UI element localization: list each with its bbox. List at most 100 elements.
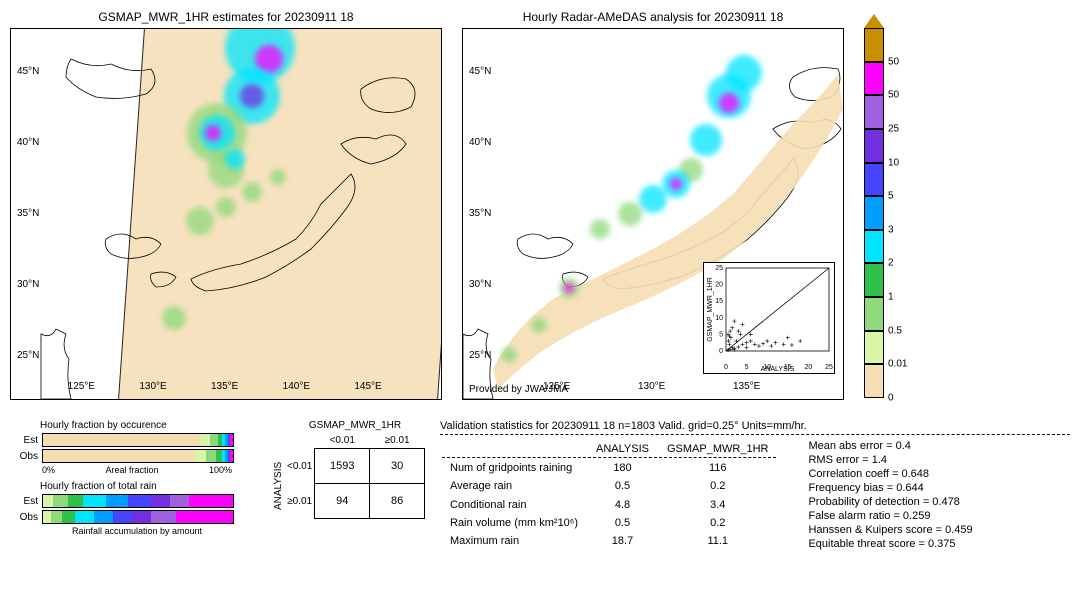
- colorbar-segment: [864, 196, 884, 230]
- val-row-label: Maximum rain: [442, 533, 586, 549]
- y-tick: 40°N: [469, 137, 491, 148]
- totalrain-axis: Rainfall accumulation by amount: [42, 526, 232, 536]
- colorbar-tick: 3: [888, 224, 894, 235]
- colorbar-tick: 0: [888, 393, 894, 404]
- fraction-segment: [230, 434, 233, 446]
- svg-text:0: 0: [724, 364, 728, 371]
- ct-cell: 94: [315, 484, 370, 519]
- svg-text:5: 5: [719, 331, 723, 338]
- precip-spot: [242, 182, 262, 202]
- totalrain-title: Hourly fraction of total rain: [40, 481, 240, 492]
- fraction-segment: [43, 434, 201, 446]
- scatter-inset: 00551010151520202525ANALYSISGSMAP_MWR_1H…: [703, 262, 835, 374]
- val-cell: 0.5: [588, 478, 657, 494]
- precip-spot: [216, 197, 236, 217]
- colorbar-segment: [864, 95, 884, 129]
- fraction-segment: [176, 511, 233, 523]
- svg-text:15: 15: [715, 298, 723, 305]
- validation-panel: Validation statistics for 20230911 18 n=…: [440, 420, 1070, 551]
- top-row: GSMAP_MWR_1HR estimates for 20230911 18 …: [10, 10, 1070, 410]
- precip-spot: [162, 306, 186, 330]
- fraction-segment: [195, 450, 206, 462]
- ct-col-header: GSMAP_MWR_1HR: [285, 420, 425, 431]
- val-cell: 11.1: [659, 533, 776, 549]
- stat-line: Frequency bias = 0.644: [808, 481, 972, 495]
- precip-spot: [501, 347, 517, 363]
- val-row-label: Conditional rain: [442, 496, 586, 512]
- precip-spot: [270, 169, 286, 185]
- colorbar-segment: [864, 62, 884, 96]
- val-cell: 180: [588, 460, 657, 476]
- stat-line: Equitable threat score = 0.375: [808, 537, 972, 551]
- colorbar-tick: 5: [888, 191, 894, 202]
- colorbar-tick: 0.01: [888, 359, 907, 370]
- colorbar-tick: 0.5: [888, 325, 902, 336]
- stat-line: Probability of detection = 0.478: [808, 495, 972, 509]
- x-tick: 135°E: [211, 381, 238, 392]
- y-tick: 30°N: [17, 279, 39, 290]
- svg-text:GSMAP_MWR_1HR: GSMAP_MWR_1HR: [707, 277, 714, 342]
- map-panel-left: GSMAP_MWR_1HR estimates for 20230911 18 …: [10, 10, 442, 410]
- bar-label-obs: Obs: [10, 451, 42, 462]
- colorbar-segment: [864, 364, 884, 398]
- fraction-segment: [128, 495, 151, 507]
- precip-spot: [618, 202, 642, 226]
- y-tick: 45°N: [17, 66, 39, 77]
- ct-row-header: ANALYSIS: [273, 462, 284, 510]
- val-cell: 0.5: [588, 515, 657, 531]
- val-row-label: Rain volume (mm km²10⁶): [442, 515, 586, 531]
- y-tick: 45°N: [469, 66, 491, 77]
- val-cell: 0.2: [659, 515, 776, 531]
- ct-cell: 30: [370, 449, 425, 484]
- fraction-segment: [43, 450, 195, 462]
- bar-label-est: Est: [10, 435, 42, 446]
- precip-spot: [225, 149, 245, 169]
- fraction-segment: [106, 495, 129, 507]
- fraction-segment: [68, 495, 83, 507]
- precip-spot: [240, 84, 264, 108]
- x-tick: 135°E: [733, 381, 760, 392]
- fraction-segment: [151, 511, 176, 523]
- precip-spot: [690, 124, 722, 156]
- y-tick: 25°N: [469, 350, 491, 361]
- precip-spot: [719, 93, 739, 113]
- stat-line: RMS error = 1.4: [808, 453, 972, 467]
- fraction-segment: [83, 495, 106, 507]
- val-cell: 3.4: [659, 496, 776, 512]
- map-title-left: GSMAP_MWR_1HR estimates for 20230911 18: [10, 10, 442, 24]
- fraction-segment: [62, 511, 75, 523]
- colorbar-segment: [864, 230, 884, 264]
- svg-text:0: 0: [719, 348, 723, 355]
- colorbar-tick: 1: [888, 292, 894, 303]
- validation-table: ANALYSISGSMAP_MWR_1HR Num of gridpoints …: [440, 439, 778, 551]
- colorbar-segment: [864, 331, 884, 365]
- val-row-label: Average rain: [442, 478, 586, 494]
- occurrence-bar-est: [42, 433, 234, 447]
- x-tick: 140°E: [283, 381, 310, 392]
- y-tick: 35°N: [469, 208, 491, 219]
- precip-spot: [590, 219, 610, 239]
- fraction-segment: [53, 495, 68, 507]
- fraction-segment: [132, 511, 151, 523]
- validation-title: Validation statistics for 20230911 18 n=…: [440, 420, 1070, 435]
- val-cell: 4.8: [588, 496, 657, 512]
- precip-spot: [205, 125, 221, 141]
- fraction-bars: Hourly fraction by occurence Est Obs 0% …: [10, 420, 240, 551]
- ct-cell: 86: [370, 484, 425, 519]
- svg-text:20: 20: [715, 282, 723, 289]
- fraction-segment: [94, 511, 113, 523]
- fraction-segment: [43, 511, 51, 523]
- occurrence-axis: 0% Areal fraction 100%: [42, 465, 232, 475]
- fraction-segment: [230, 450, 233, 462]
- x-tick: 130°E: [139, 381, 166, 392]
- fraction-segment: [210, 434, 218, 446]
- colorbar-segment: [864, 28, 884, 62]
- fraction-segment: [201, 434, 211, 446]
- y-tick: 40°N: [17, 137, 39, 148]
- bar-label-obs2: Obs: [10, 512, 42, 523]
- occurrence-bar-obs: [42, 449, 234, 463]
- map-left: DMSP-F18 SSMIS 125°E130°E135°E140°E145°E…: [10, 28, 442, 400]
- svg-text:20: 20: [805, 364, 813, 371]
- stats-list: Mean abs error = 0.4RMS error = 1.4Corre…: [808, 439, 972, 551]
- fraction-segment: [113, 511, 132, 523]
